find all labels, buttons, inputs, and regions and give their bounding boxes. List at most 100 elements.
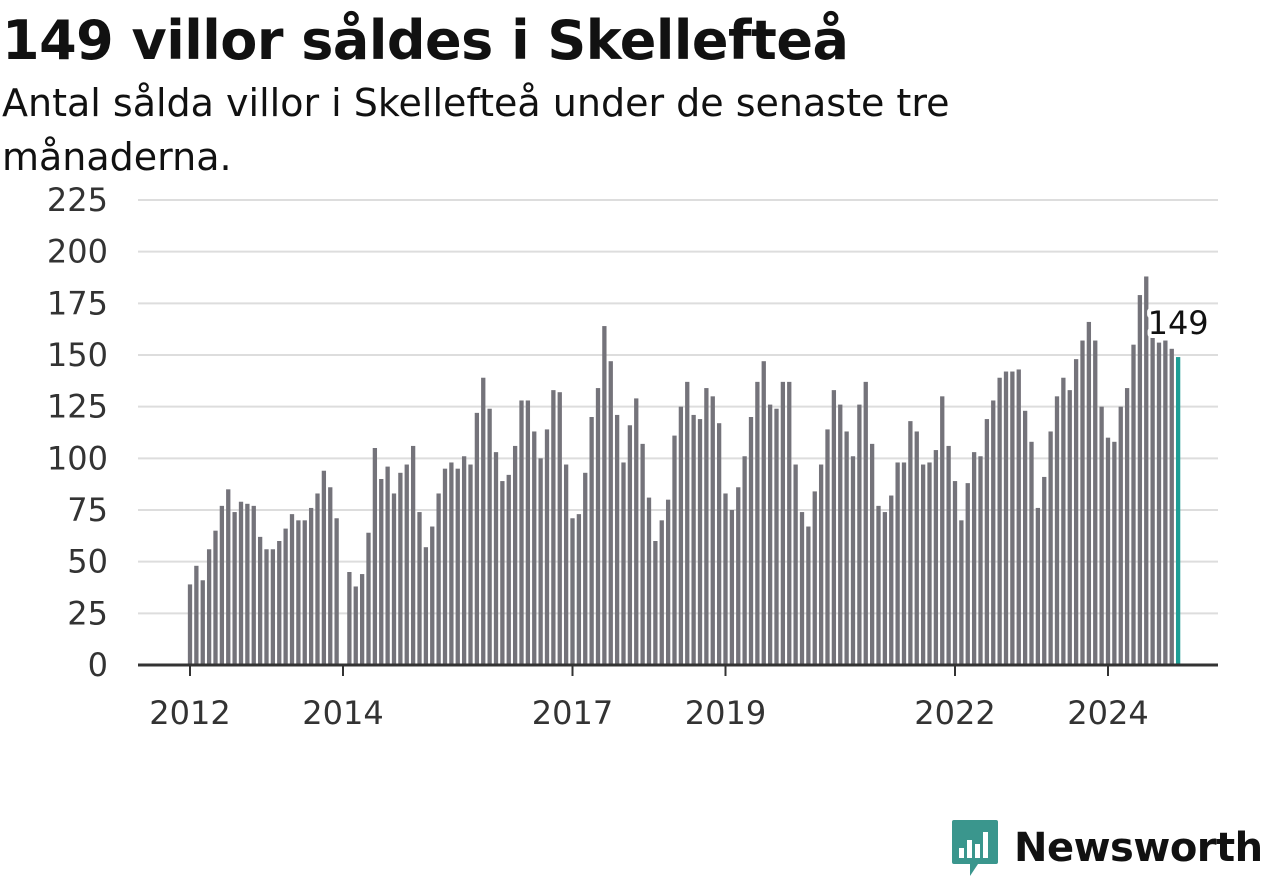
bar — [576, 514, 582, 665]
bar — [270, 549, 276, 665]
bar — [302, 520, 307, 665]
bar — [691, 414, 696, 665]
bar — [219, 505, 225, 665]
bar — [194, 565, 199, 665]
bar — [468, 464, 473, 665]
bar — [716, 423, 722, 665]
bar — [1150, 330, 1155, 665]
axes — [138, 663, 1218, 676]
y-tick-label: 225 — [47, 181, 108, 219]
bar — [1112, 441, 1117, 665]
bar — [787, 381, 792, 665]
chart-title: 149 villor såldes i Skellefteå — [2, 9, 849, 72]
bar — [959, 520, 964, 665]
bar — [640, 443, 645, 665]
bar — [755, 381, 760, 665]
bar — [321, 470, 327, 665]
brand-name: Newsworthy — [1014, 825, 1262, 871]
bar — [736, 487, 741, 665]
bar — [742, 456, 747, 665]
bar — [748, 417, 754, 665]
bar — [723, 493, 728, 665]
bar — [538, 458, 543, 665]
bar — [1016, 369, 1021, 665]
bar — [328, 487, 333, 665]
chart-subtitle: Antal sålda villor i Skellefteå under de… — [2, 81, 950, 179]
bar — [449, 462, 454, 665]
bar — [818, 464, 824, 665]
bar — [525, 400, 531, 665]
bar — [659, 520, 664, 665]
bar — [608, 361, 613, 665]
bar — [544, 429, 550, 665]
bar — [455, 468, 460, 665]
bar — [1029, 441, 1034, 665]
y-tick-label: 100 — [47, 439, 108, 477]
bar — [500, 481, 505, 665]
bar — [372, 448, 378, 665]
bar — [474, 412, 480, 665]
bar — [277, 541, 282, 665]
bar — [1099, 406, 1104, 665]
bar — [436, 493, 441, 665]
bar — [410, 445, 416, 665]
bar — [774, 408, 779, 665]
bar — [1086, 321, 1092, 665]
bar — [417, 512, 422, 665]
bar — [1035, 507, 1041, 665]
latest-value-label: 149 — [1148, 304, 1209, 342]
bar — [793, 464, 798, 665]
bar — [570, 518, 575, 665]
bar — [334, 518, 339, 665]
bar — [952, 481, 958, 665]
bar — [493, 452, 499, 665]
bar — [232, 512, 237, 665]
bar — [1061, 377, 1066, 665]
bar — [1080, 340, 1085, 665]
bar — [831, 390, 837, 665]
bar-chart-logo-icon — [952, 820, 998, 876]
bar — [869, 443, 875, 665]
bar — [614, 414, 620, 665]
bar — [984, 419, 990, 665]
bar — [226, 489, 231, 665]
bar — [933, 450, 939, 665]
bar — [965, 483, 970, 665]
bar — [908, 421, 913, 665]
bar — [391, 493, 397, 665]
bar — [1105, 437, 1111, 665]
bar — [213, 530, 218, 665]
labels: 0 25 50 75 100 125 150 175 200 225 2012 2014 2017 201… — [47, 181, 1213, 732]
bar — [920, 464, 926, 665]
bar — [653, 541, 658, 665]
newsworthy-logo: Newsworthy — [950, 818, 1262, 878]
y-tick-label: 150 — [47, 336, 108, 374]
bar — [487, 408, 492, 665]
bar — [914, 431, 919, 665]
bar — [978, 456, 983, 665]
bar — [850, 456, 856, 665]
bar — [882, 512, 888, 665]
y-tick-label: 125 — [47, 388, 108, 426]
bar — [685, 381, 690, 665]
bars — [187, 276, 1181, 665]
bar — [634, 398, 639, 665]
bar — [385, 466, 390, 665]
bar — [589, 417, 594, 665]
bar — [283, 528, 288, 665]
bar — [621, 462, 626, 665]
bar — [971, 452, 977, 665]
bar — [512, 445, 518, 665]
bar — [710, 396, 715, 665]
y-tick-label: 0 — [88, 646, 108, 684]
bar — [315, 493, 320, 665]
bar — [519, 400, 524, 665]
bar-latest — [1175, 357, 1181, 665]
bar — [780, 381, 786, 665]
bar — [678, 406, 684, 665]
bar — [442, 468, 448, 665]
bar — [583, 472, 588, 665]
bar — [296, 520, 301, 665]
x-tick-label: 2022 — [914, 694, 995, 732]
bar — [551, 390, 556, 665]
